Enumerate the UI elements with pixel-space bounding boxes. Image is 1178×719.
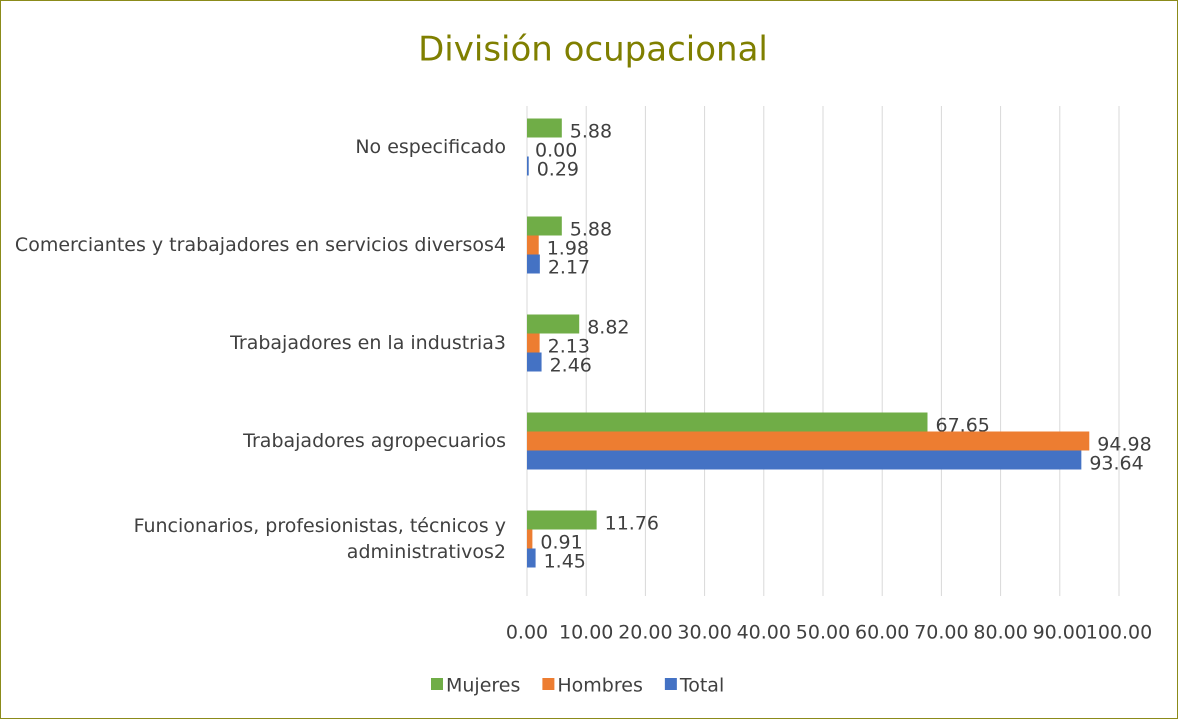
legend-swatch xyxy=(431,678,443,690)
data-label: 2.13 xyxy=(548,336,590,358)
data-label: 8.82 xyxy=(587,317,629,339)
data-label: 0.91 xyxy=(540,532,582,554)
legend-label: Total xyxy=(679,675,724,697)
bar xyxy=(527,352,542,372)
data-label: 5.88 xyxy=(570,219,612,241)
bar xyxy=(527,235,539,255)
x-tick-label: 90.00 xyxy=(1033,622,1087,644)
bar xyxy=(527,412,928,432)
bar xyxy=(527,254,540,274)
bar xyxy=(527,118,562,138)
data-label: 0.29 xyxy=(537,159,579,181)
legend-swatch xyxy=(542,678,555,690)
x-tick-label: 80.00 xyxy=(973,622,1027,644)
x-tick-label: 50.00 xyxy=(796,622,850,644)
chart-title: División ocupacional xyxy=(418,30,768,70)
legend-label: Mujeres xyxy=(446,675,520,697)
x-tick-label: 40.00 xyxy=(737,622,791,644)
x-tick-label: 60.00 xyxy=(855,622,909,644)
data-label: 5.88 xyxy=(570,121,612,143)
legend-swatch xyxy=(664,678,677,690)
data-label: 2.46 xyxy=(550,355,592,377)
category-label: Funcionarios, profesionistas, técnicos y… xyxy=(133,515,506,563)
bar xyxy=(527,450,1082,470)
bar xyxy=(527,529,533,549)
bar xyxy=(527,510,597,530)
bar xyxy=(527,431,1090,451)
data-label: 93.64 xyxy=(1089,453,1143,475)
x-tick-label: 20.00 xyxy=(618,622,672,644)
data-label: 94.98 xyxy=(1097,434,1151,456)
x-tick-label: 70.00 xyxy=(914,622,968,644)
data-label: 2.17 xyxy=(548,257,590,279)
bar xyxy=(527,333,540,353)
category-label: Comerciantes y trabajadores en servicios… xyxy=(14,234,506,256)
x-tick-label: 30.00 xyxy=(677,622,731,644)
bar xyxy=(527,314,580,334)
category-label: No especificado xyxy=(355,136,506,158)
legend-label: Hombres xyxy=(557,675,642,697)
data-label: 1.98 xyxy=(547,238,589,260)
data-label: 1.45 xyxy=(544,551,586,573)
data-label: 0.00 xyxy=(535,140,577,162)
data-label: 67.65 xyxy=(935,415,989,437)
bar xyxy=(527,216,562,236)
x-tick-label: 100.00 xyxy=(1086,622,1152,644)
x-tick-label: 0.00 xyxy=(506,622,548,644)
category-label: Trabajadores agropecuarios xyxy=(243,430,506,452)
data-label: 11.76 xyxy=(605,513,659,535)
bar xyxy=(527,156,529,176)
x-tick-label: 10.00 xyxy=(559,622,613,644)
category-label: Trabajadores en la industria3 xyxy=(230,332,506,354)
bar xyxy=(527,548,536,568)
